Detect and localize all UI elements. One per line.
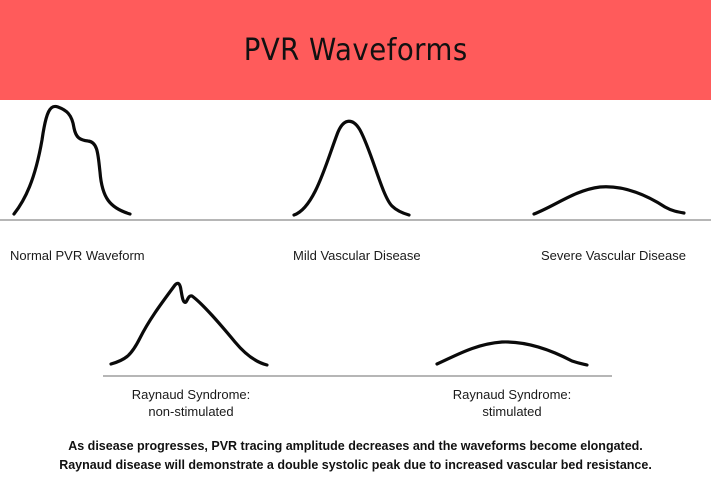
raynaud-non-stimulated-label: Raynaud Syndrome: non-stimulated [132, 386, 251, 420]
normal-pvr-label: Normal PVR Waveform [10, 248, 145, 263]
normal-pvr-waveform [12, 104, 132, 216]
raynaud-non-stimulated-label-line2: non-stimulated [148, 404, 234, 419]
severe-vascular-waveform [532, 185, 686, 216]
raynaud-non-stimulated-waveform [109, 281, 269, 367]
raynaud-stimulated-label: Raynaud Syndrome: stimulated [453, 386, 572, 420]
severe-vascular-label: Severe Vascular Disease [541, 248, 686, 263]
raynaud-non-stimulated-label-line1: Raynaud Syndrome: [131, 387, 251, 402]
mild-vascular-waveform [292, 119, 411, 217]
raynaud-stimulated-waveform [435, 340, 589, 367]
caption: As disease progresses, PVR tracing ampli… [0, 437, 711, 475]
mild-vascular-label: Mild Vascular Disease [293, 248, 421, 263]
page-title: PVR Waveforms [243, 32, 468, 68]
raynaud-stimulated-label-line2: stimulated [482, 404, 542, 419]
caption-line-1: As disease progresses, PVR tracing ampli… [68, 439, 643, 453]
raynaud-stimulated-label-line1: Raynaud Syndrome: [452, 387, 572, 402]
caption-line-2: Raynaud disease will demonstrate a doubl… [59, 458, 652, 472]
title-banner: PVR Waveforms [0, 0, 711, 100]
